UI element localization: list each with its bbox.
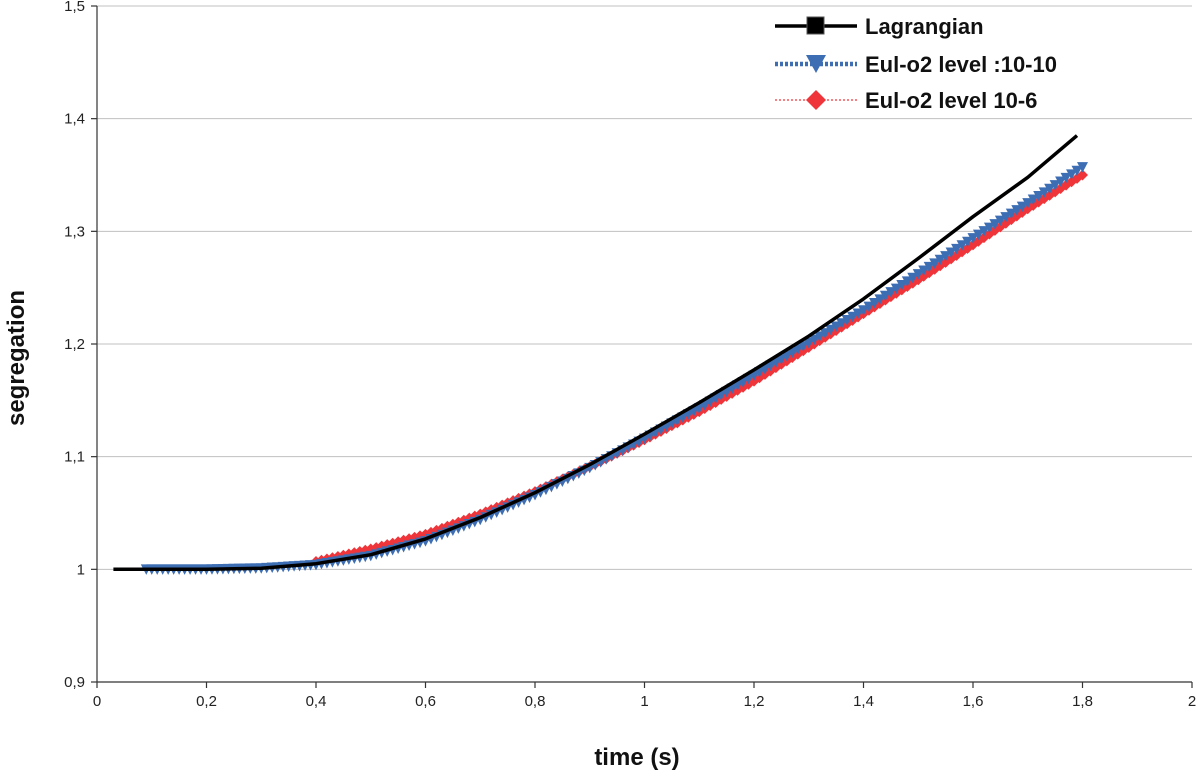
- data-point: [901, 276, 913, 287]
- series-eul-o2-level-10-10: [140, 162, 1088, 575]
- data-point: [1077, 169, 1088, 181]
- data-point: [847, 311, 859, 323]
- data-point: [956, 240, 968, 251]
- legend-label-eul-10-10: Eul-o2 level :10-10: [865, 52, 1057, 77]
- y-tick-label: 1: [77, 561, 85, 578]
- data-point: [863, 301, 875, 313]
- data-point: [1071, 165, 1083, 177]
- data-point: [830, 321, 842, 333]
- legend-label-lagrangian: Lagrangian: [865, 14, 984, 39]
- data-point: [836, 318, 848, 329]
- data-point: [868, 297, 880, 309]
- data-point: [945, 247, 957, 259]
- data-point: [825, 324, 837, 336]
- data-point: [814, 331, 826, 342]
- legend-marker-triangle-down: [806, 55, 826, 73]
- legend-item-lagrangian: Lagrangian: [775, 14, 984, 39]
- data-point: [1005, 208, 1017, 220]
- x-tick-label: 1,8: [1072, 693, 1093, 710]
- data-point: [874, 294, 886, 305]
- y-tick-label: 1,3: [64, 223, 85, 240]
- data-point: [1011, 205, 1023, 216]
- legend: Lagrangian Eul-o2 level :10-10 Eul-o2 le…: [775, 14, 1057, 113]
- data-point: [1022, 198, 1034, 209]
- x-tick-label: 0: [93, 693, 101, 710]
- data-point: [792, 344, 804, 355]
- x-tick-label: 1,6: [963, 693, 984, 710]
- data-point: [786, 347, 798, 359]
- data-point: [1077, 162, 1088, 173]
- data-point: [929, 258, 941, 269]
- legend-item-eul-10-6: Eul-o2 level 10-6: [775, 88, 1037, 113]
- data-point: [934, 254, 946, 266]
- y-axis-title: segregation: [3, 290, 30, 426]
- legend-item-eul-10-10: Eul-o2 level :10-10: [775, 52, 1057, 77]
- data-point: [1000, 212, 1012, 223]
- x-tick-label: 1,4: [853, 693, 874, 710]
- data-point: [1038, 187, 1050, 198]
- data-point: [989, 219, 1001, 230]
- x-tick-labels: 0 0,2 0,4 0,6 0,8 1 1,2 1,4 1,6 1,8 2: [93, 682, 1196, 710]
- y-tick-label: 0,9: [64, 674, 85, 691]
- x-tick-label: 2: [1188, 693, 1196, 710]
- legend-marker-square: [806, 16, 825, 35]
- x-axis-title: time (s): [594, 744, 679, 771]
- series-eul-o2-level-10-6: [310, 169, 1088, 567]
- data-point: [923, 261, 935, 273]
- data-point: [1027, 194, 1039, 206]
- x-tick-label: 1,2: [744, 693, 765, 710]
- x-tick-label: 1: [640, 693, 648, 710]
- legend-marker-diamond: [806, 90, 826, 110]
- x-tick-label: 0,8: [525, 693, 546, 710]
- data-point: [978, 226, 990, 237]
- x-tick-label: 0,4: [306, 693, 327, 710]
- series-line: [146, 166, 1083, 571]
- y-tick-label: 1,2: [64, 336, 85, 353]
- data-point: [890, 283, 902, 295]
- data-point: [1033, 190, 1045, 202]
- data-point: [852, 308, 864, 319]
- data-point: [879, 290, 891, 302]
- data-point: [907, 272, 919, 284]
- x-tick-label: 0,6: [415, 693, 436, 710]
- data-point: [808, 334, 820, 346]
- data-point: [951, 243, 963, 255]
- data-point: [983, 222, 995, 234]
- data-point: [912, 269, 924, 280]
- data-point: [803, 337, 815, 349]
- data-point: [994, 215, 1006, 227]
- y-tick-label: 1,5: [64, 0, 85, 15]
- data-point: [1044, 183, 1056, 195]
- data-point: [885, 287, 897, 298]
- y-tick-label: 1,4: [64, 111, 85, 128]
- data-point: [819, 328, 831, 339]
- data-point: [962, 236, 974, 248]
- gridlines: [97, 5, 1192, 570]
- data-point: [918, 265, 930, 277]
- data-point: [841, 315, 853, 326]
- legend-label-eul-10-6: Eul-o2 level 10-6: [865, 88, 1037, 113]
- data-point: [1066, 169, 1078, 180]
- plot-series: [113, 134, 1088, 575]
- data-point: [1060, 172, 1072, 184]
- y-tick-labels: 0,9 1 1,1 1,2 1,3 1,4 1,5: [64, 0, 97, 691]
- data-point: [967, 233, 979, 244]
- data-point: [775, 354, 787, 365]
- data-point: [858, 305, 869, 316]
- y-tick-label: 1,1: [64, 449, 85, 466]
- x-tick-label: 0,2: [196, 693, 217, 710]
- data-point: [1016, 201, 1028, 213]
- data-point: [940, 251, 952, 262]
- data-point: [797, 341, 809, 352]
- data-point: [1055, 176, 1067, 188]
- data-point: [896, 279, 908, 291]
- data-point: [972, 229, 984, 241]
- data-point: [1049, 180, 1061, 191]
- series-line: [113, 134, 1079, 572]
- data-point: [781, 350, 793, 362]
- series-line: [315, 174, 1083, 563]
- series-lagrangian: [113, 134, 1079, 572]
